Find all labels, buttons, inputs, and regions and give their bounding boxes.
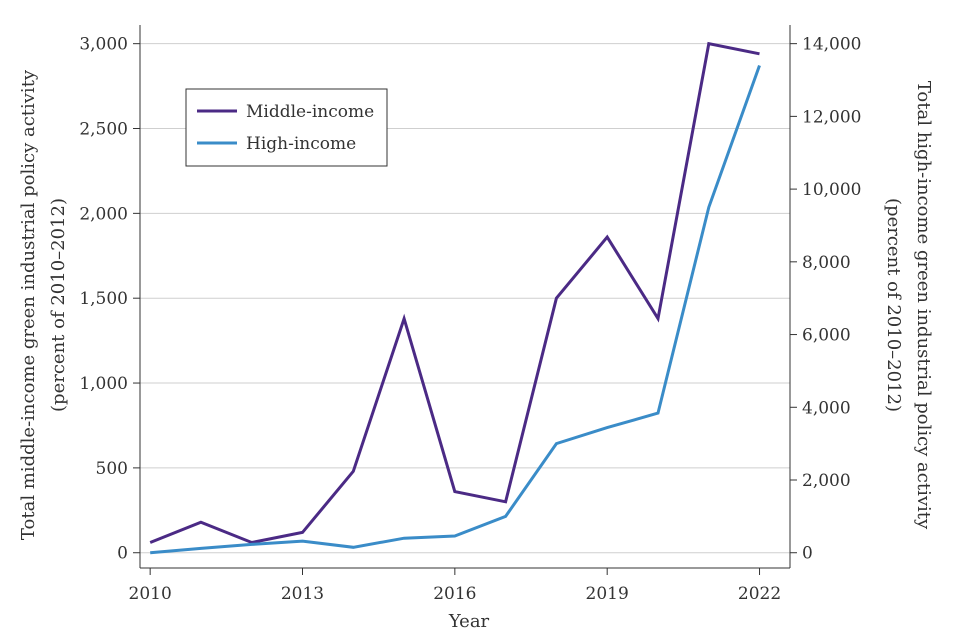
right-tick-label: 2,000 bbox=[802, 471, 851, 491]
legend: Middle-income High-income bbox=[185, 88, 388, 167]
left-axis-title: Total middle-income green industrial pol… bbox=[18, 69, 69, 540]
x-tick-label: 2019 bbox=[586, 584, 629, 604]
series-line-middle-income bbox=[149, 41, 760, 545]
x-tick-label: 2016 bbox=[433, 584, 476, 604]
right-tick-label: 0 bbox=[802, 544, 813, 564]
right-tick-label: 8,000 bbox=[802, 253, 851, 273]
x-tick-label: 2010 bbox=[129, 584, 172, 604]
right-tick-label: 4,000 bbox=[802, 398, 851, 418]
right-axis-title-line2: (percent of 2010–2012) bbox=[883, 198, 904, 412]
left-tick-label: 0 bbox=[117, 544, 128, 564]
left-tick-label: 2,000 bbox=[79, 204, 128, 224]
right-axis-title-line1: Total high-income green industrial polic… bbox=[913, 81, 934, 530]
series-lines bbox=[149, 41, 761, 555]
right-tick-label: 10,000 bbox=[802, 180, 861, 200]
right-tick-label: 14,000 bbox=[802, 35, 861, 55]
right-tick-label: 12,000 bbox=[802, 107, 861, 127]
legend-label-middle-income: Middle-income bbox=[246, 102, 374, 122]
right-axis-ticks: 0 2,000 4,000 6,000 8,000 10,000 12,000 14,000 bbox=[790, 35, 861, 564]
left-axis-title-line1: Total middle-income green industrial pol… bbox=[18, 69, 39, 540]
right-tick-label: 6,000 bbox=[802, 326, 851, 346]
left-axis-title-line2: (percent of 2010–2012) bbox=[48, 198, 69, 412]
right-axis-title: Total high-income green industrial polic… bbox=[883, 81, 934, 530]
x-tick-label: 2022 bbox=[738, 584, 781, 604]
legend-label-high-income: High-income bbox=[246, 134, 356, 154]
left-axis-ticks: 0 500 1,000 1,500 2,000 2,500 3,000 bbox=[79, 35, 140, 564]
legend-box bbox=[185, 88, 388, 167]
left-tick-label: 3,000 bbox=[79, 35, 128, 55]
x-axis-ticks: 2010 2013 2016 2019 2022 bbox=[129, 568, 781, 604]
x-tick-label: 2013 bbox=[281, 584, 324, 604]
series-line-high-income bbox=[150, 64, 761, 555]
x-axis-title: Year bbox=[448, 611, 490, 632]
axes bbox=[139, 25, 791, 569]
left-tick-label: 1,000 bbox=[79, 374, 128, 394]
left-tick-label: 1,500 bbox=[79, 289, 128, 309]
left-tick-label: 500 bbox=[96, 459, 128, 479]
left-tick-label: 2,500 bbox=[79, 120, 128, 140]
